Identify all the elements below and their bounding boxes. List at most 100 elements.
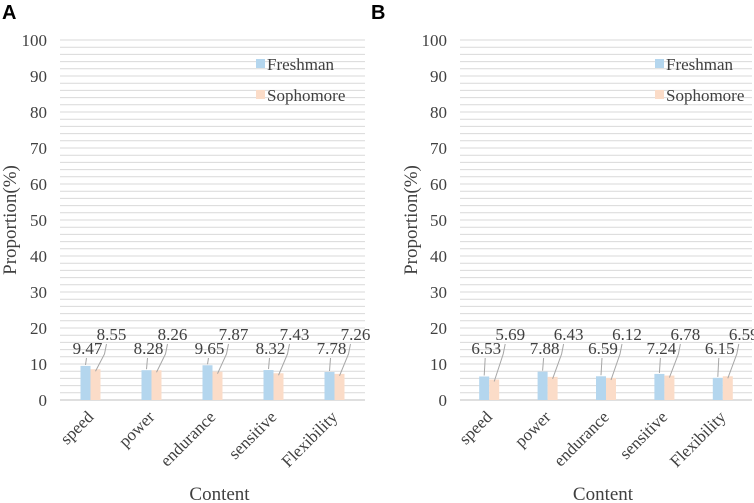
leader-line xyxy=(727,343,740,379)
data-label-freshman: 8.32 xyxy=(256,339,286,358)
leader-line xyxy=(268,357,270,370)
y-tick-label: 60 xyxy=(30,175,47,194)
data-label-sophomore: 8.26 xyxy=(158,325,188,344)
bar-sophomore xyxy=(212,371,223,400)
x-tick-label: Flexibility xyxy=(666,407,730,471)
x-tick-label: sensitive xyxy=(225,407,281,463)
leader-line xyxy=(610,343,623,381)
x-axis-label: Content xyxy=(189,484,250,503)
y-tick-label: 100 xyxy=(422,31,448,50)
x-tick-label: endurance xyxy=(157,407,220,470)
data-label-sophomore: 6.78 xyxy=(671,325,701,344)
x-tick-label: endurance xyxy=(550,407,613,470)
y-tick-label: 90 xyxy=(430,67,447,86)
y-tick-label: 50 xyxy=(430,211,447,230)
leader-line xyxy=(600,357,603,376)
y-axis-label: Proportion(%) xyxy=(0,165,21,275)
bar-freshman xyxy=(596,376,606,400)
bar-freshman xyxy=(80,365,91,400)
x-tick-label: power xyxy=(511,407,555,451)
leader-line xyxy=(483,357,486,376)
bar-sophomore xyxy=(664,375,675,400)
data-label-sophomore: 7.43 xyxy=(280,325,310,344)
data-label-freshman: 7.78 xyxy=(317,339,347,358)
data-label-sophomore: 6.59 xyxy=(729,325,754,344)
bar-freshman xyxy=(202,365,213,400)
y-tick-label: 0 xyxy=(39,391,48,410)
leader-line xyxy=(493,343,506,382)
x-axis-label: Content xyxy=(573,484,634,503)
y-tick-label: 40 xyxy=(30,247,47,266)
bar-freshman xyxy=(263,370,274,400)
bar-freshman xyxy=(537,371,548,400)
leader-line xyxy=(339,343,351,377)
y-tick-label: 20 xyxy=(30,319,47,338)
y-tick-label: 10 xyxy=(430,355,447,374)
leader-line xyxy=(668,343,681,378)
bar-freshman xyxy=(141,370,152,400)
bar-sophomore xyxy=(273,373,284,400)
chart-panel-b: 0 10 20 30 40 50 60 70 80 90 100 Proportion(%) Conte… xyxy=(401,31,754,503)
data-label-freshman: 7.24 xyxy=(647,339,677,358)
bar-freshman xyxy=(479,376,490,400)
y-tick-label: 60 xyxy=(430,175,447,194)
data-label-sophomore: 6.12 xyxy=(612,325,642,344)
leader-line xyxy=(717,357,720,377)
y-tick-label: 20 xyxy=(430,319,447,338)
bar-sophomore xyxy=(151,370,162,400)
panel-a-letter: A xyxy=(2,2,16,24)
y-tick-label: 10 xyxy=(30,355,47,374)
leader-line xyxy=(95,343,107,372)
y-tick-label: 50 xyxy=(30,211,47,230)
data-label-freshman: 9.47 xyxy=(73,339,103,358)
y-axis-label: Proportion(%) xyxy=(401,165,422,275)
bar-sophomore xyxy=(722,376,733,400)
leader-line xyxy=(329,357,331,372)
y-tick-label: 70 xyxy=(30,139,47,158)
legend-label-freshman: Freshman xyxy=(267,55,335,74)
leader-line xyxy=(85,357,87,365)
data-label-freshman: 6.53 xyxy=(471,339,501,358)
y-tick-label: 70 xyxy=(430,139,447,158)
bar-sophomore xyxy=(547,376,558,400)
legend-label-sophomore: Sophomore xyxy=(267,86,345,105)
data-label-freshman: 9.65 xyxy=(195,339,225,358)
leader-line xyxy=(217,343,229,374)
bar-sophomore xyxy=(606,377,616,400)
x-tick-label: sensitive xyxy=(616,407,672,463)
y-tick-label: 80 xyxy=(30,103,47,122)
bar-sophomore xyxy=(489,379,500,400)
x-tick-label: speed xyxy=(57,407,98,448)
y-tick-label: 40 xyxy=(430,247,447,266)
bar-sophomore xyxy=(334,373,345,400)
legend-label-sophomore: Sophomore xyxy=(666,86,744,105)
y-tick-label: 0 xyxy=(439,391,448,410)
data-label-sophomore: 6.43 xyxy=(554,325,584,344)
legend-swatch-sophomore xyxy=(256,90,265,99)
x-tick-label: power xyxy=(115,407,159,451)
legend-swatch-sophomore xyxy=(655,90,664,99)
chart-panel-a: 0 10 20 30 40 50 60 70 80 90 100 Proportion(%) Conte… xyxy=(0,31,370,503)
y-tick-label: 80 xyxy=(430,103,447,122)
data-label-sophomore: 7.26 xyxy=(341,325,371,344)
data-label-freshman: 6.59 xyxy=(588,339,618,358)
leader-line xyxy=(146,357,148,370)
leader-line xyxy=(207,357,209,365)
data-label-freshman: 8.28 xyxy=(134,339,164,358)
leader-line xyxy=(542,357,545,371)
leader-line xyxy=(658,357,661,373)
y-tick-label: 30 xyxy=(430,283,447,302)
bar-freshman xyxy=(324,371,335,400)
data-label-freshman: 6.15 xyxy=(705,339,735,358)
data-label-freshman: 7.88 xyxy=(530,339,560,358)
bar-sophomore xyxy=(90,369,101,400)
bar-freshman xyxy=(654,373,665,400)
data-label-sophomore: 5.69 xyxy=(495,325,525,344)
legend-swatch-freshman xyxy=(256,59,265,68)
panel-b-letter: B xyxy=(371,2,385,24)
data-label-sophomore: 8.55 xyxy=(97,325,127,344)
legend-label-freshman: Freshman xyxy=(666,55,734,74)
x-tick-label: Flexibility xyxy=(278,407,342,471)
bar-freshman xyxy=(712,377,723,400)
